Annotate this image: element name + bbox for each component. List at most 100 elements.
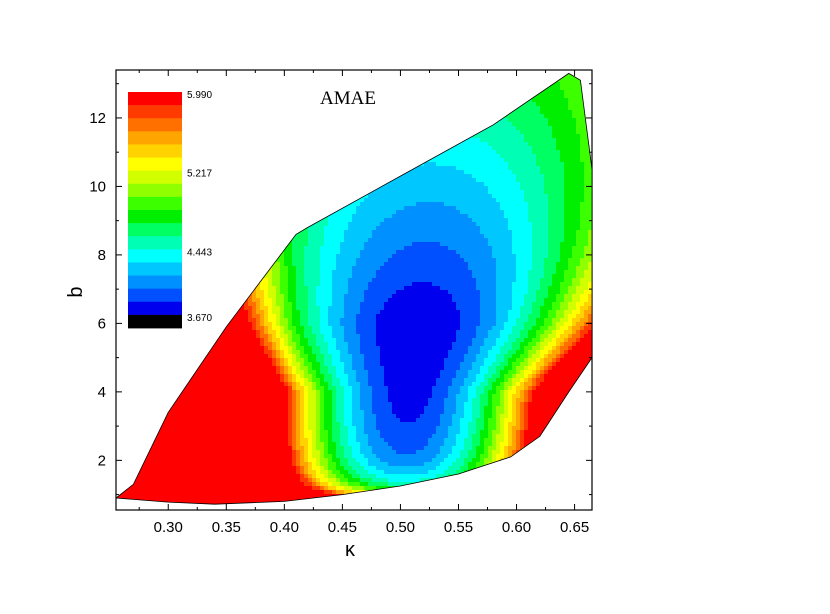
contour-cell [228,350,233,355]
contour-cell [260,470,265,475]
contour-cell [292,394,297,399]
contour-cell [288,342,293,347]
contour-cell [252,462,257,467]
contour-cell [264,458,269,463]
contour-cell [252,294,257,299]
contour-cell [208,382,213,387]
contour-cell [260,354,265,359]
contour-cell [236,410,241,415]
contour-cell [244,494,249,499]
contour-cell [180,406,185,411]
contour-cell [216,502,221,505]
contour-cell [260,314,265,319]
contour-cell [232,326,237,331]
contour-cell [276,278,281,283]
contour-cell [220,422,225,427]
contour-cell [220,446,225,451]
contour-cell [192,434,197,439]
contour-cell [216,486,221,491]
contour-cell [192,414,197,419]
contour-cell [172,430,177,435]
contour-cell [156,454,161,459]
contour-cell [240,434,245,439]
contour-cell [292,310,297,315]
contour-cell [244,482,249,487]
contour-cell [208,350,213,355]
contour-cell [280,386,285,391]
contour-cell [284,370,289,375]
contour-cell [292,302,297,307]
contour-cell [228,390,233,395]
contour-cell [232,350,237,355]
contour-cell [244,310,249,315]
contour-cell [260,418,265,423]
contour-cell [260,290,265,295]
contour-cell [184,490,189,495]
contour-cell [276,346,281,351]
contour-cell [172,434,177,439]
contour-cell [280,262,285,267]
contour-cell [240,426,245,431]
contour-cell [208,498,213,503]
contour-cell [264,478,269,483]
contour-cell [280,406,285,411]
contour-cell [204,458,209,463]
contour-cell [284,270,289,275]
contour-cell [228,386,233,391]
contour-cell [180,422,185,427]
contour-cell [248,354,253,359]
contour-cell [244,346,249,351]
contour-cell [204,454,209,459]
contour-cell [144,470,149,475]
contour-cell [272,318,277,323]
contour-cell [216,494,221,499]
contour-cell [256,326,261,331]
contour-cell [188,466,193,471]
contour-cell [232,486,237,491]
contour-cell [220,342,225,347]
contour-cell [292,342,297,347]
contour-cell [156,498,161,503]
contour-cell [176,430,181,435]
contour-cell [220,410,225,415]
contour-cell [200,422,205,427]
contour-cell [268,330,273,335]
contour-cell [276,398,281,403]
contour-cell [224,438,229,443]
contour-cell [292,278,297,283]
contour-cell [180,418,185,423]
contour-cell [220,458,225,463]
contour-cell [160,458,165,463]
contour-cell [288,306,293,311]
contour-cell [168,418,173,423]
contour-cell [248,498,253,503]
contour-cell [212,422,217,427]
contour-cell [276,442,281,447]
contour-cell [280,310,285,315]
contour-cell [244,390,249,395]
contour-cell [168,494,173,499]
contour-cell [220,406,225,411]
contour-cell [272,446,277,451]
contour-cell [224,358,229,363]
contour-cell [292,442,297,447]
contour-cell [268,498,273,503]
contour-cell [220,386,225,391]
contour-cell [248,454,253,459]
contour-cell [184,422,189,427]
contour-cell [248,410,253,415]
contour-cell [232,450,237,455]
contour-cell [276,366,281,371]
contour-cell [296,246,301,251]
contour-cell [280,390,285,395]
contour-cell [128,490,133,495]
contour-cell [284,266,289,271]
contour-cell [252,290,257,295]
contour-cell [280,490,285,495]
contour-cell [284,378,289,383]
contour-cell [276,282,281,287]
contour-cell [256,426,261,431]
contour-cell [292,354,297,359]
contour-cell [260,346,265,351]
contour-cell [200,462,205,467]
